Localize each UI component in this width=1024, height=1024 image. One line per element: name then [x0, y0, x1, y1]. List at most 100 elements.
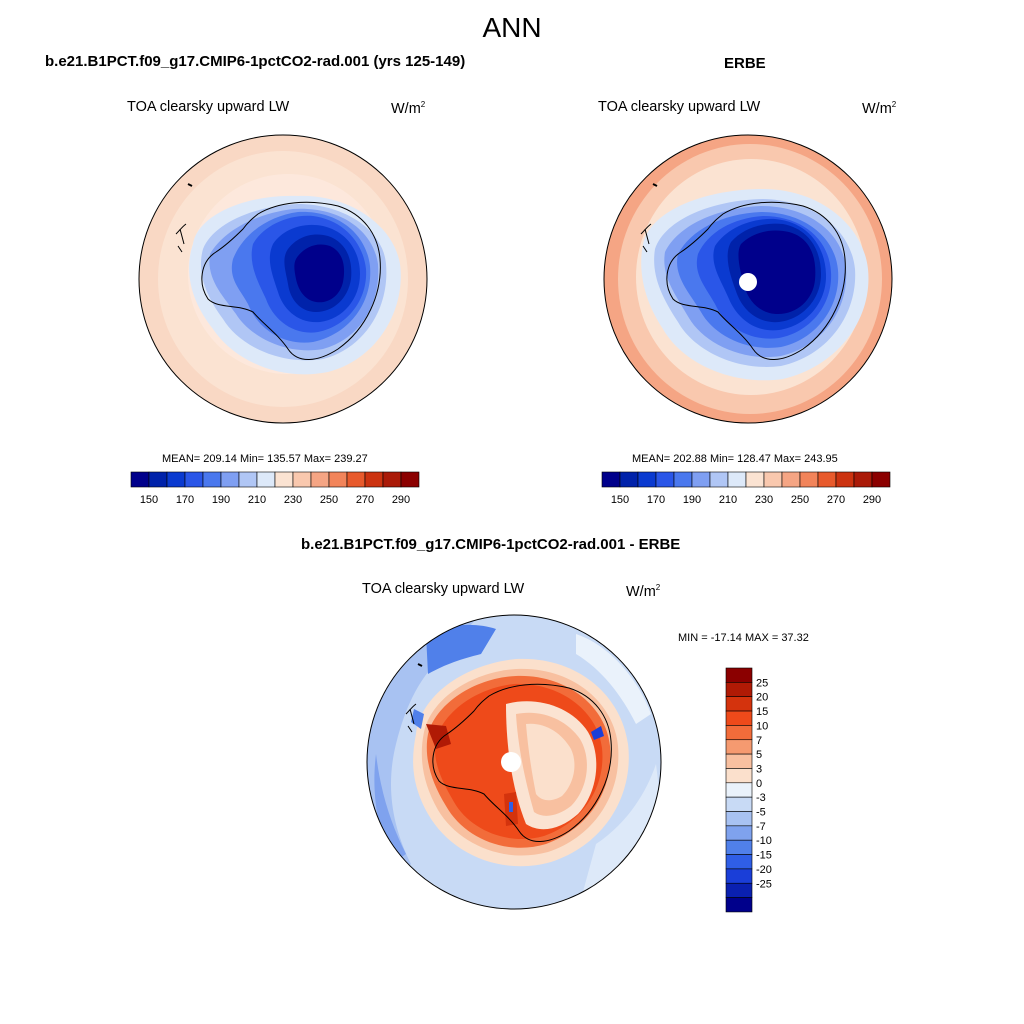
colorbar-obs-swatch [727, 471, 747, 488]
colorbar-obs-tick-label: 150 [611, 494, 629, 506]
panel-model-units: W/m2 [391, 100, 426, 117]
colorbar-diff: 25 20 15 10 7 5 3 0 -3 -5 -7 -10 -15 -20 -25 [725, 667, 772, 913]
panel-diff-stats: MIN = -17.14 MAX = 37.32 [678, 632, 809, 644]
colorbar-diff-swatch [725, 696, 753, 712]
colorbar-model-tick-label: 250 [320, 494, 338, 506]
colorbar-model-swatch [238, 471, 258, 488]
colorbar-diff-swatch [725, 710, 753, 726]
colorbar-diff-tick-label: 10 [756, 720, 768, 732]
colorbar-obs-swatch [817, 471, 837, 488]
colorbar-diff-swatch [725, 811, 753, 827]
panel-obs-variable: TOA clearsky upward LW [598, 99, 761, 115]
colorbar-diff-swatch [725, 725, 753, 741]
colorbar-model-tick-label: 190 [212, 494, 230, 506]
colorbar-diff-tick-label: 15 [756, 706, 768, 718]
colorbar-obs-swatch [655, 471, 675, 488]
colorbar-obs-swatch [745, 471, 765, 488]
colorbar-diff-swatch [725, 768, 753, 784]
colorbar-obs-swatch [871, 471, 891, 488]
colorbar-diff-swatch [725, 753, 753, 769]
colorbar-diff-tick-label: -10 [756, 835, 772, 847]
colorbar-diff-tick-label: 7 [756, 735, 762, 747]
colorbar-obs-swatch [691, 471, 711, 488]
colorbar-obs-tick-label: 270 [827, 494, 845, 506]
colorbar-diff-swatch [725, 682, 753, 698]
colorbar-diff-swatch [725, 882, 753, 898]
colorbar-obs-swatch [781, 471, 801, 488]
panel-model-stats: MEAN= 209.14 Min= 135.57 Max= 239.27 [162, 453, 368, 465]
colorbar-diff-swatch [725, 868, 753, 884]
map-diff-pole-hole [501, 752, 521, 772]
colorbar-model-swatch [220, 471, 240, 488]
colorbar-model-tick-label: 290 [392, 494, 410, 506]
colorbar-diff-tick-label: 0 [756, 778, 762, 790]
colorbar-model-swatch [364, 471, 384, 488]
colorbar-diff-tick-label: -7 [756, 821, 766, 833]
colorbar-obs-swatch [763, 471, 783, 488]
colorbar-model-swatch [310, 471, 330, 488]
colorbar-diff-swatch [725, 825, 753, 841]
colorbar-model-swatch [148, 471, 168, 488]
colorbar-diff-tick-label: -15 [756, 850, 772, 862]
panel-model-variable: TOA clearsky upward LW [127, 99, 290, 115]
colorbar-diff-swatch [725, 897, 753, 913]
colorbar-model-swatch [274, 471, 294, 488]
colorbar-model-tick-label: 230 [284, 494, 302, 506]
colorbar-model-swatch [256, 471, 276, 488]
colorbar-model-swatch [166, 471, 186, 488]
panel-obs-units: W/m2 [862, 100, 897, 117]
colorbar-diff-tick-label: 25 [756, 677, 768, 689]
colorbar-model-swatch [346, 471, 366, 488]
colorbar-obs-tick-label: 170 [647, 494, 665, 506]
colorbar-model-swatch [184, 471, 204, 488]
panel-diff-header: b.e21.B1PCT.f09_g17.CMIP6-1pctCO2-rad.00… [301, 536, 681, 553]
colorbar-diff-tick-label: 20 [756, 692, 768, 704]
colorbar-diff-swatch [725, 782, 753, 798]
colorbar-obs-swatch [799, 471, 819, 488]
map-obs [603, 134, 893, 424]
colorbar-model-swatch [400, 471, 420, 488]
figure-title: ANN [482, 12, 542, 43]
panel-obs-header: ERBE [724, 55, 766, 72]
colorbar-obs-swatch [709, 471, 729, 488]
colorbar-obs-tick-label: 190 [683, 494, 701, 506]
map-model [138, 134, 428, 424]
colorbar-diff-swatch [725, 667, 753, 683]
panel-diff-variable: TOA clearsky upward LW [362, 581, 525, 597]
map-obs-pole-hole [739, 273, 757, 291]
colorbar-obs-tick-label: 250 [791, 494, 809, 506]
colorbar-obs-tick-label: 290 [863, 494, 881, 506]
colorbar-model-tick-label: 270 [356, 494, 374, 506]
colorbar-obs: 150 170 190 210 230 250 270 290 [601, 471, 891, 506]
colorbar-diff-swatch [725, 839, 753, 855]
colorbar-diff-swatch [725, 739, 753, 755]
colorbar-model-tick-label: 150 [140, 494, 158, 506]
colorbar-model-tick-label: 210 [248, 494, 266, 506]
colorbar-diff-tick-label: -5 [756, 807, 766, 819]
colorbar-diff-tick-label: -3 [756, 792, 766, 804]
panel-model-header: b.e21.B1PCT.f09_g17.CMIP6-1pctCO2-rad.00… [45, 53, 466, 70]
colorbar-obs-swatch [601, 471, 621, 488]
colorbar-model-swatch [382, 471, 402, 488]
colorbar-diff-swatch [725, 854, 753, 870]
colorbar-model-tick-label: 170 [176, 494, 194, 506]
colorbar-diff-tick-label: -25 [756, 878, 772, 890]
panel-obs-stats: MEAN= 202.88 Min= 128.47 Max= 243.95 [632, 453, 838, 465]
colorbar-model: 150 170 190 210 230 250 270 290 [130, 471, 420, 506]
colorbar-model-swatch [292, 471, 312, 488]
colorbar-obs-swatch [853, 471, 873, 488]
colorbar-obs-tick-label: 230 [755, 494, 773, 506]
colorbar-obs-swatch [673, 471, 693, 488]
colorbar-obs-swatch [835, 471, 855, 488]
colorbar-diff-swatch [725, 796, 753, 812]
colorbar-obs-swatch [637, 471, 657, 488]
colorbar-obs-swatch [619, 471, 639, 488]
colorbar-obs-tick-label: 210 [719, 494, 737, 506]
colorbar-diff-tick-label: 3 [756, 763, 762, 775]
colorbar-model-swatch [328, 471, 348, 488]
colorbar-diff-tick-label: 5 [756, 749, 762, 761]
colorbar-model-swatch [130, 471, 150, 488]
colorbar-model-swatch [202, 471, 222, 488]
colorbar-diff-tick-label: -20 [756, 864, 772, 876]
map-diff [366, 614, 662, 910]
